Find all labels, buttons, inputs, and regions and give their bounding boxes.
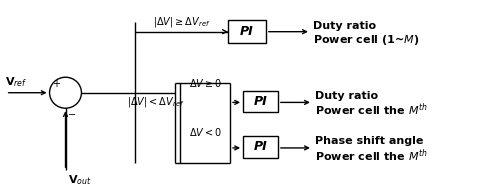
Text: $|\Delta V| \geq \Delta V_{ref}$: $|\Delta V| \geq \Delta V_{ref}$ [153,15,210,29]
FancyBboxPatch shape [243,136,278,158]
Text: $\Delta V < 0$: $\Delta V < 0$ [189,126,221,138]
Text: Power cell the $M^{th}$: Power cell the $M^{th}$ [315,102,428,118]
Text: $\Delta V \geq 0$: $\Delta V \geq 0$ [189,77,221,89]
Text: Power cell (1~$M$): Power cell (1~$M$) [313,33,419,48]
Text: −: − [68,110,76,120]
Text: $\mathbf{V}_{out}$: $\mathbf{V}_{out}$ [68,173,91,187]
Text: Duty ratio: Duty ratio [313,21,376,31]
FancyBboxPatch shape [228,20,266,43]
Text: PI: PI [253,95,267,108]
Text: PI: PI [240,25,254,38]
Text: Power cell the $M^{th}$: Power cell the $M^{th}$ [315,147,428,164]
Text: Phase shift angle: Phase shift angle [315,136,423,146]
Text: +: + [51,79,60,89]
FancyBboxPatch shape [243,91,278,112]
Text: $\mathbf{V}_{ref}$: $\mathbf{V}_{ref}$ [4,75,27,89]
Text: PI: PI [253,140,267,154]
Text: $|\Delta V| < \Delta V_{ref}$: $|\Delta V| < \Delta V_{ref}$ [126,95,184,109]
Text: Duty ratio: Duty ratio [315,91,378,101]
